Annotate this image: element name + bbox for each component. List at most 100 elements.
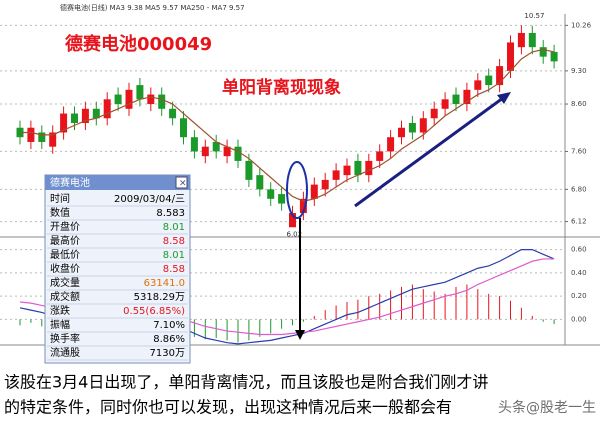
candle-body	[517, 32, 525, 48]
info-value: 8.01	[163, 222, 185, 233]
info-label: 振幅	[50, 318, 70, 331]
candle-body	[234, 146, 242, 161]
y-tick-label: 8.60	[571, 100, 587, 108]
trend-arrow-head	[497, 92, 511, 104]
info-label: 涨跌	[50, 304, 70, 317]
info-value: 5318.29万	[134, 292, 185, 303]
low-label: 6.02	[287, 230, 303, 238]
candle-body	[38, 132, 46, 142]
candle-body	[212, 141, 220, 152]
candle-body	[256, 175, 264, 190]
candle-body	[550, 51, 558, 62]
candle-body	[485, 75, 493, 86]
arrow-head	[295, 330, 305, 340]
info-value: 7130万	[150, 348, 185, 359]
info-label: 换手率	[50, 332, 80, 345]
candle-body	[452, 94, 460, 105]
header: 德赛电池(日线) MA3 9.38 MA5 9.57 MA250 - MA7 9…	[60, 3, 245, 12]
info-label: 流通股	[50, 346, 80, 359]
candle-body	[27, 127, 35, 142]
candle-body	[267, 189, 275, 199]
candle-body	[169, 108, 177, 119]
candle-body	[299, 198, 307, 214]
highlight-ellipse	[286, 161, 308, 219]
info-label: 数值	[50, 206, 70, 219]
overlay-layer: 德赛电池000049 单阳背离现现象 德赛电池 × 时间 2009/03/04/三数值…	[4, 33, 596, 417]
y-tick-label: 0.00	[571, 315, 587, 323]
caption-line: 的特定条件，同时你也可以发现，出现这种情况后来一般都会有	[4, 398, 452, 417]
y-tick-label: 9.30	[571, 67, 587, 75]
candle-body	[539, 47, 547, 57]
info-value: 8.01	[163, 250, 185, 261]
candle-body	[180, 118, 187, 138]
candle-body	[463, 89, 471, 105]
candle-body	[528, 32, 536, 48]
watermark: 头条@股老一生	[498, 399, 596, 416]
candle-body	[92, 108, 100, 119]
candle-body	[321, 179, 329, 190]
candle-body	[387, 137, 395, 152]
candle-body	[136, 85, 144, 100]
info-label: 成交额	[50, 290, 80, 303]
info-value: 8.58	[163, 264, 185, 275]
high-label: 10.57	[524, 12, 544, 20]
info-label: 最高价	[50, 234, 80, 247]
info-label: 开盘价	[50, 220, 80, 233]
candle-body	[408, 123, 416, 133]
chart-subtitle: 单阳背离现现象	[222, 77, 341, 98]
info-value: 7.10%	[153, 320, 185, 331]
candle-body	[289, 213, 296, 228]
candle-body	[245, 160, 253, 180]
candle-body	[343, 165, 351, 176]
candle-body	[125, 89, 133, 109]
candle-body	[81, 108, 89, 123]
info-label: 最低价	[50, 248, 80, 261]
y-tick-label: 0.40	[571, 269, 587, 277]
candle-body	[310, 184, 318, 199]
info-value: 8.58	[163, 236, 185, 247]
info-value: 0.55(6.85%)	[123, 306, 185, 317]
info-value: 8.583	[156, 208, 185, 219]
y-tick-label: 6.12	[571, 218, 587, 226]
caption-line: 该股在3月4日出现了，单阳背离情况，而且该股也是附合我们刚才讲	[4, 373, 488, 392]
candle-body	[441, 99, 449, 109]
y-tick-label: 10.26	[571, 21, 592, 29]
candle-body	[114, 94, 122, 105]
candle-body	[60, 113, 68, 133]
candle-body	[158, 94, 166, 109]
info-label: 成交量	[50, 276, 80, 289]
candle-body	[147, 94, 155, 105]
candle-body	[103, 99, 111, 119]
info-value: 2009/03/04/三	[114, 194, 185, 205]
y-tick-label: 7.60	[571, 147, 587, 155]
candle-body	[398, 127, 405, 138]
candle-body	[365, 160, 373, 176]
close-button	[175, 176, 188, 189]
candle-body	[430, 108, 438, 119]
info-value: 8.86%	[153, 334, 185, 345]
info-label: 收盘价	[50, 262, 80, 275]
info-value: 63141.0	[144, 278, 185, 289]
candle-body	[354, 160, 362, 176]
candle-body	[507, 42, 514, 71]
chart-title: 德赛电池000049	[65, 33, 212, 55]
y-tick-label: 0.20	[571, 292, 587, 300]
candle-body	[190, 137, 198, 152]
y-tick-label: 6.80	[571, 185, 587, 193]
candle-body	[201, 146, 209, 157]
candle-body	[332, 170, 340, 180]
candle-body	[278, 194, 286, 204]
candle-body	[71, 113, 78, 123]
info-box-header	[45, 175, 190, 190]
info-label: 时间	[50, 192, 70, 205]
candle-body	[223, 146, 231, 157]
info-box-title: 德赛电池	[50, 176, 90, 189]
trend-arrow	[354, 96, 504, 208]
y-tick-label: 0.60	[571, 246, 587, 254]
close-icon: ×	[179, 179, 187, 189]
candle-body	[49, 132, 57, 147]
candle-body	[376, 151, 384, 161]
candle-body	[474, 80, 482, 90]
candle-body	[496, 66, 504, 86]
